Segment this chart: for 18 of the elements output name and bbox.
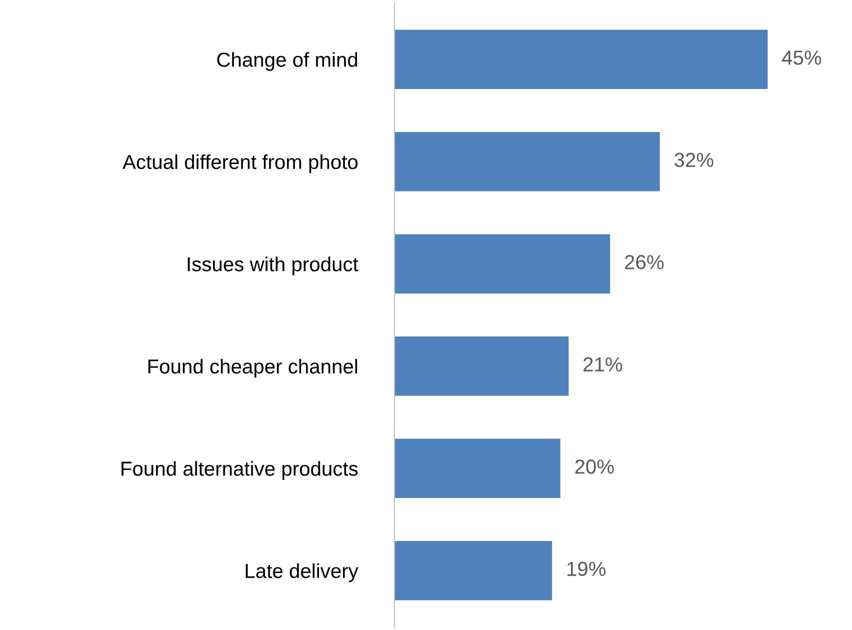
bar bbox=[394, 540, 552, 600]
y-tick-label: Found alternative products bbox=[122, 461, 358, 480]
bar bbox=[394, 234, 610, 294]
y-tick-label: Found cheaper channel bbox=[148, 358, 358, 378]
y-tick-label: Actual different from photo bbox=[122, 154, 358, 174]
bar bbox=[394, 132, 660, 192]
data-label: 32% bbox=[674, 152, 714, 168]
data-label: 45% bbox=[782, 50, 822, 65]
bar bbox=[394, 336, 569, 396]
y-tick-label: Change of mind bbox=[217, 52, 358, 71]
data-label: 20% bbox=[575, 460, 614, 474]
data-label: 26% bbox=[625, 255, 664, 270]
data-label: 19% bbox=[567, 562, 606, 576]
bar bbox=[394, 438, 560, 498]
bar bbox=[394, 30, 768, 90]
data-label: 21% bbox=[584, 357, 622, 372]
y-tick-label: Late delivery bbox=[246, 563, 358, 582]
y-tick-label: Issues with product bbox=[188, 256, 358, 276]
